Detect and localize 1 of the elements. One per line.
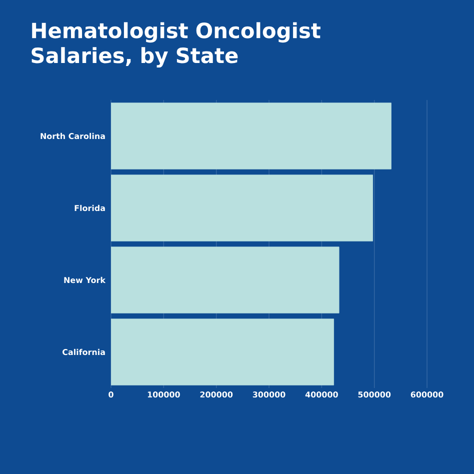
chart-title: Hematologist Oncologist Salaries, by State bbox=[32, 22, 320, 68]
